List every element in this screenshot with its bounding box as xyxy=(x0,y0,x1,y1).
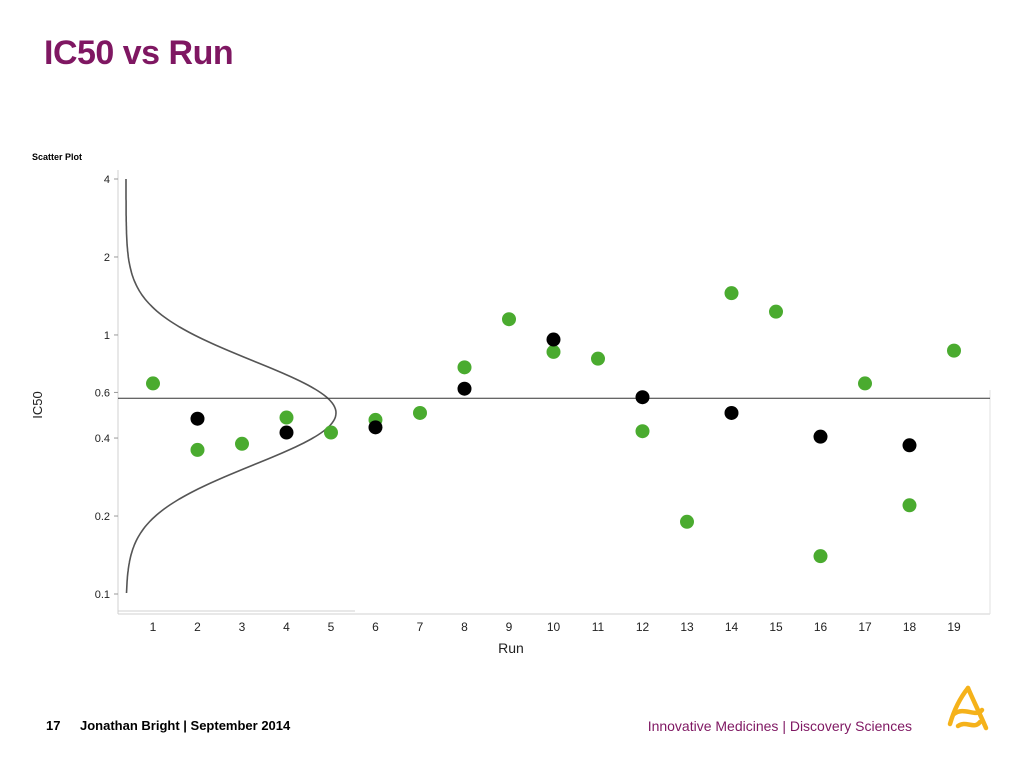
x-tick-label: 7 xyxy=(417,620,424,634)
x-tick-label: 2 xyxy=(194,620,201,634)
green-point xyxy=(190,442,205,457)
black-point xyxy=(279,425,294,440)
green-point xyxy=(324,425,338,440)
x-tick-label: 15 xyxy=(769,620,783,634)
y-axis-ticks: 0.1 0.2 0.4 0.6 1 2 4 xyxy=(95,174,118,601)
green-point xyxy=(279,410,294,425)
author-date: Jonathan Bright | September 2014 xyxy=(80,718,291,733)
y-tick-label: 0.6 xyxy=(95,387,110,399)
green-point xyxy=(769,304,783,319)
y-tick-label: 0.2 xyxy=(95,511,110,523)
x-tick-label: 8 xyxy=(461,620,468,634)
x-tick-label: 19 xyxy=(947,620,961,634)
x-tick-label: 14 xyxy=(725,620,739,634)
black-point xyxy=(457,381,472,396)
black-point xyxy=(635,390,650,405)
distribution-curve xyxy=(125,179,337,594)
data-points xyxy=(146,286,961,564)
astrazeneca-logo-icon xyxy=(947,685,989,731)
green-point xyxy=(902,498,917,513)
black-point xyxy=(190,411,205,426)
chart-title: Scatter Plot xyxy=(32,152,82,162)
green-point xyxy=(591,351,605,366)
x-tick-label: 1 xyxy=(150,620,157,634)
x-tick-label: 6 xyxy=(372,620,379,634)
green-point xyxy=(635,424,650,439)
x-tick-label: 13 xyxy=(680,620,694,634)
y-tick-label: 1 xyxy=(104,330,110,342)
green-point xyxy=(457,360,472,375)
x-tick-label: 17 xyxy=(858,620,872,634)
green-point xyxy=(235,436,249,451)
x-axis-ticks: 1 2 3 4 5 6 7 8 9 10 11 12 13 14 15 16 17 18 19 xyxy=(150,620,961,634)
x-tick-label: 12 xyxy=(636,620,650,634)
plot-frame xyxy=(117,170,991,615)
y-tick-label: 0.1 xyxy=(95,589,110,601)
page-number: 17 xyxy=(46,718,61,733)
green-point xyxy=(680,514,694,529)
green-point xyxy=(546,344,561,359)
x-tick-label: 16 xyxy=(814,620,828,634)
x-tick-label: 3 xyxy=(239,620,246,634)
y-axis-label: IC50 xyxy=(30,391,45,418)
y-tick-label: 0.4 xyxy=(95,433,110,445)
slide-title: IC50 vs Run xyxy=(44,34,234,72)
x-tick-label: 4 xyxy=(283,620,290,634)
x-tick-label: 18 xyxy=(903,620,917,634)
black-point xyxy=(813,429,828,444)
y-tick-label: 2 xyxy=(104,252,110,264)
green-point xyxy=(724,286,739,301)
green-point xyxy=(413,405,427,420)
x-tick-label: 9 xyxy=(506,620,513,634)
x-tick-label: 11 xyxy=(592,620,605,634)
green-point xyxy=(502,312,516,327)
black-point xyxy=(546,332,561,347)
y-tick-label: 4 xyxy=(104,174,110,186)
black-point xyxy=(724,405,739,420)
black-point xyxy=(902,438,917,453)
x-tick-label: 5 xyxy=(328,620,335,634)
black-point xyxy=(368,420,383,435)
x-axis-label: Run xyxy=(498,640,524,656)
green-point xyxy=(858,376,872,391)
green-point xyxy=(146,376,160,391)
green-point xyxy=(813,549,828,564)
tagline: Innovative Medicines | Discovery Science… xyxy=(647,718,912,734)
x-tick-label: 10 xyxy=(547,620,561,634)
green-point xyxy=(947,343,961,358)
